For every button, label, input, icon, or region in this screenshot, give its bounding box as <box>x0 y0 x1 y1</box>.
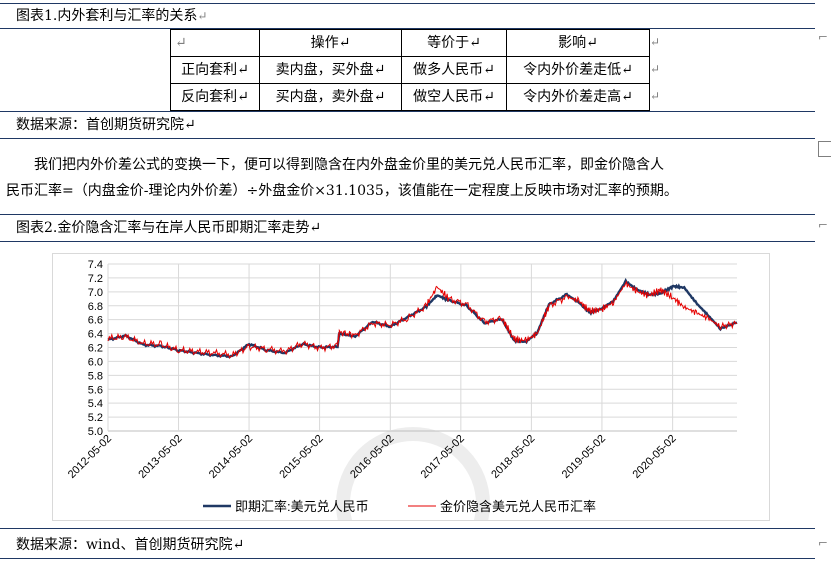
table-cell: 做多人民币↵ <box>401 56 507 84</box>
figure1-title: 图表1.内外套利与汇率的关系↵ <box>16 8 208 24</box>
table-header-row: ↵ 操作↵ 等价于↵ 影响↵ <box>170 29 650 57</box>
table-cell: 令内外价差走高↵ <box>506 83 650 111</box>
table-header-cell: ↵ <box>170 29 260 57</box>
margin-bracket-icon: ⌐ <box>818 536 829 550</box>
top-rule <box>0 3 815 4</box>
table-cell: 正向套利↵ <box>170 56 260 84</box>
y-tick-label: 6.4 <box>88 329 103 341</box>
y-tick-label: 5.0 <box>88 426 103 438</box>
row-end-mark: ↵ <box>650 62 661 76</box>
x-tick-label: 2019-05-02 <box>560 433 608 481</box>
y-tick-label: 6.2 <box>88 343 103 355</box>
y-tick-label: 7.4 <box>88 259 103 271</box>
table-row: 反向套利↵ 买内盘，卖外盘↵ 做空人民币↵ 令内外价差走高↵ <box>170 83 650 111</box>
arbitrage-table: ↵ 操作↵ 等价于↵ 影响↵ 正向套利↵ 卖内盘，买外盘↵ 做多人民币↵ 令内外… <box>170 29 650 111</box>
table-cell: 令内外价差走低↵ <box>506 56 650 84</box>
figure2-top-rule <box>0 214 815 215</box>
table-row: 正向套利↵ 卖内盘，买外盘↵ 做多人民币↵ 令内外价差走低↵ <box>170 56 650 84</box>
row-end-mark: ↵ <box>650 89 661 103</box>
exchange-rate-chart: 7.4 7.2 7.0 6.8 6.6 6.4 6.2 6.0 5.8 5.6 5.4 5.2 5.0 … <box>52 253 770 521</box>
table-header-cell: 影响↵ <box>506 29 650 57</box>
margin-bracket-icon: ⌐ <box>818 218 829 232</box>
figure2-source-rule <box>0 558 815 559</box>
text-frame-marker <box>818 141 831 157</box>
margin-bracket-icon: ⌐ <box>818 30 829 44</box>
y-tick-label: 5.6 <box>88 384 103 396</box>
y-tick-label: 6.6 <box>88 315 103 327</box>
legend-label: 金价隐含美元兑人民币汇率 <box>440 499 596 514</box>
paragraph-line: 我们把内外价差公式的变换一下，便可以得到隐含在内外盘金价里的美元兑人民币汇率，即… <box>6 157 664 173</box>
table-cell: 买内盘，卖外盘↵ <box>259 83 402 111</box>
figure2-chart-bottom-rule <box>0 528 815 529</box>
x-tick-label: 2012-05-02 <box>66 433 114 481</box>
y-tick-label: 6.0 <box>88 356 103 368</box>
y-tick-label: 6.8 <box>88 301 103 313</box>
x-tick-label: 2015-05-02 <box>277 433 325 481</box>
y-tick-label: 5.4 <box>88 398 103 410</box>
x-tick-label: 2020-05-02 <box>630 433 678 481</box>
figure2-source: 数据来源：wind、首创期货研究院↵ <box>16 537 245 553</box>
figure1-title-rule <box>0 28 815 29</box>
paragraph-line: 民币汇率=（内盘金价-理论内外价差）÷外盘金价×31.1035，该值能在一定程度… <box>6 183 678 199</box>
table-header-cell: 等价于↵ <box>401 29 507 57</box>
row-end-mark: ↵ <box>650 35 661 49</box>
y-tick-label: 5.8 <box>88 370 103 382</box>
table-cell: 反向套利↵ <box>170 83 260 111</box>
x-tick-label: 2014-05-02 <box>207 433 255 481</box>
y-tick-label: 7.0 <box>88 287 103 299</box>
body-paragraph: 我们把内外价差公式的变换一下，便可以得到隐含在内外盘金价里的美元兑人民币汇率，即… <box>6 152 822 204</box>
table-cell: 做空人民币↵ <box>401 83 507 111</box>
figure2-title-rule <box>0 241 815 242</box>
table-cell: 卖内盘，买外盘↵ <box>259 56 402 84</box>
table-bottom-rule <box>0 111 815 112</box>
chart-canvas: 7.47.27.06.86.66.46.26.05.85.65.45.25.0 … <box>66 259 738 520</box>
y-tick-label: 5.2 <box>88 412 103 424</box>
figure2-title: 图表2.金价隐含汇率与在岸人民币即期汇率走势↵ <box>16 220 322 236</box>
table-header-cell: 操作↵ <box>259 29 402 57</box>
legend-label: 即期汇率:美元兑人民币 <box>235 499 369 514</box>
x-tick-label: 2018-05-02 <box>489 433 537 481</box>
y-tick-label: 7.2 <box>88 273 103 285</box>
watermark-logo <box>336 427 490 520</box>
figure1-source: 数据来源：首创期货研究院↵ <box>16 117 196 133</box>
figure1-source-rule <box>0 138 815 139</box>
x-tick-label: 2013-05-02 <box>136 433 184 481</box>
series-line <box>107 280 738 359</box>
